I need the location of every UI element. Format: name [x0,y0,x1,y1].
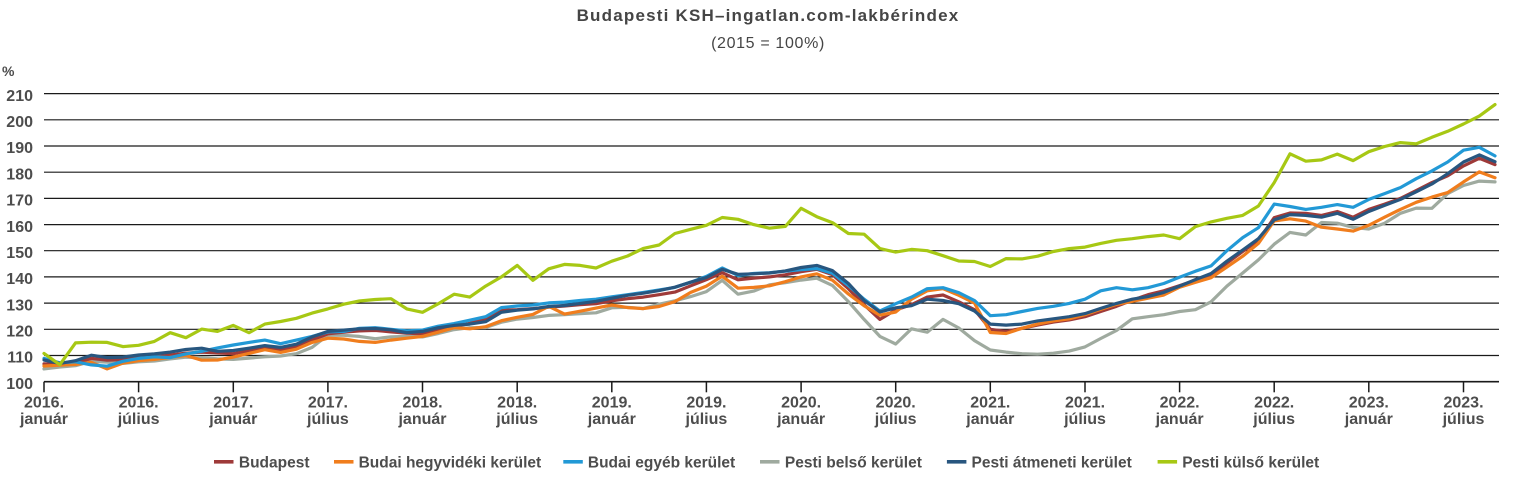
svg-text:2022.: 2022. [1254,395,1294,412]
svg-text:150: 150 [6,245,33,262]
svg-text:2023.: 2023. [1349,395,1389,412]
svg-text:január: január [1344,411,1393,428]
svg-text:2018.: 2018. [402,395,442,412]
svg-text:január: január [1155,411,1204,428]
svg-text:július: július [1442,411,1485,428]
svg-text:170: 170 [6,193,33,210]
svg-text:január: január [965,411,1014,428]
svg-text:%: % [2,63,15,79]
svg-text:160: 160 [6,219,33,236]
svg-text:2020.: 2020. [876,395,916,412]
svg-text:130: 130 [6,297,33,314]
svg-text:Pesti belső kerület: Pesti belső kerület [785,455,922,472]
svg-text:2023.: 2023. [1443,395,1483,412]
svg-text:Budapest: Budapest [239,455,310,472]
svg-text:január: január [776,411,825,428]
svg-text:július: július [117,411,160,428]
svg-text:július: július [1063,411,1106,428]
svg-text:Pesti átmeneti kerület: Pesti átmeneti kerület [972,455,1132,472]
svg-text:Pesti külső kerület: Pesti külső kerület [1182,455,1319,472]
svg-text:2022.: 2022. [1160,395,1200,412]
svg-text:július: július [1252,411,1295,428]
svg-text:120: 120 [6,324,33,341]
svg-text:180: 180 [6,166,33,183]
svg-text:2019.: 2019. [686,395,726,412]
svg-text:Budapesti KSH–ingatlan.com-lak: Budapesti KSH–ingatlan.com-lakbérindex [577,6,960,25]
svg-text:2021.: 2021. [970,395,1010,412]
svg-text:2017.: 2017. [308,395,348,412]
svg-text:2016.: 2016. [24,395,64,412]
svg-text:2021.: 2021. [1065,395,1105,412]
svg-text:Budai hegyvidéki kerület: Budai hegyvidéki kerület [359,455,542,472]
svg-text:2018.: 2018. [497,395,537,412]
svg-text:január: január [587,411,636,428]
svg-text:január: január [19,411,68,428]
svg-text:2020.: 2020. [781,395,821,412]
svg-text:110: 110 [7,350,33,367]
svg-text:Budai egyéb kerület: Budai egyéb kerület [588,455,735,472]
svg-text:100: 100 [6,376,33,393]
svg-text:(2015 = 100%): (2015 = 100%) [711,35,825,52]
svg-text:július: július [495,411,538,428]
svg-text:január: január [208,411,257,428]
svg-text:140: 140 [6,271,33,288]
svg-text:210: 210 [6,88,33,105]
svg-text:július: július [874,411,917,428]
svg-text:2016.: 2016. [119,395,159,412]
svg-text:2017.: 2017. [213,395,253,412]
svg-text:július: július [685,411,728,428]
svg-text:2019.: 2019. [592,395,632,412]
svg-text:július: július [306,411,349,428]
svg-text:január: január [397,411,446,428]
svg-text:200: 200 [6,114,33,131]
svg-text:190: 190 [6,140,33,157]
